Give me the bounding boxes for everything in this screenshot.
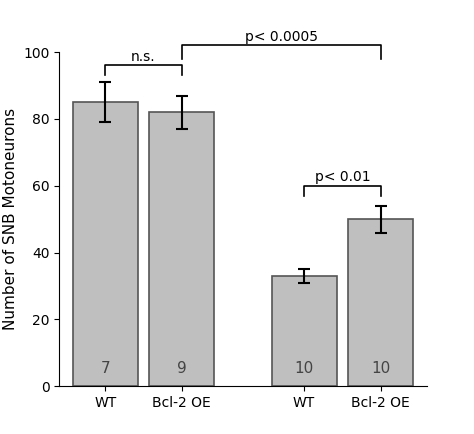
- Text: 7: 7: [100, 361, 110, 376]
- Text: n.s.: n.s.: [131, 50, 156, 64]
- Text: 9: 9: [177, 361, 187, 376]
- Text: 10: 10: [371, 361, 390, 376]
- Bar: [272, 276, 337, 386]
- Bar: [149, 112, 214, 386]
- Text: p< 0.0005: p< 0.0005: [245, 30, 318, 44]
- Bar: [73, 102, 137, 386]
- Text: p< 0.01: p< 0.01: [315, 170, 370, 184]
- Y-axis label: Number of SNB Motoneurons: Number of SNB Motoneurons: [2, 108, 18, 330]
- Bar: [348, 219, 413, 386]
- Text: 10: 10: [294, 361, 314, 376]
